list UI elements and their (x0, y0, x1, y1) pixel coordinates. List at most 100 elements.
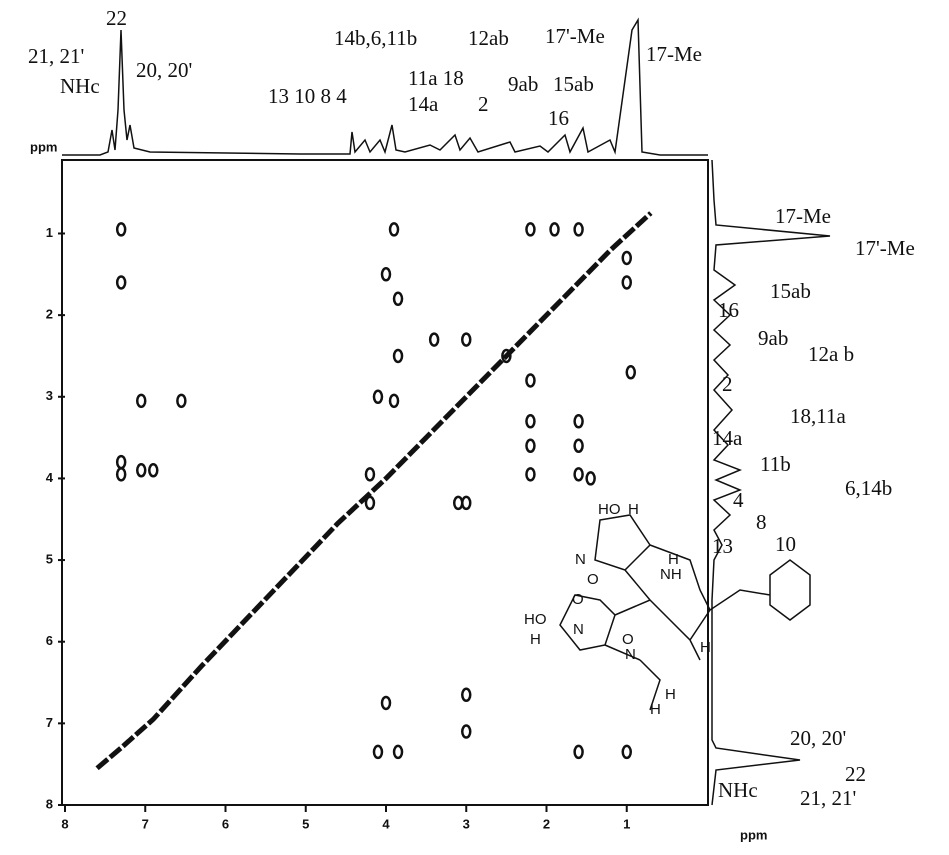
cross-peak (573, 414, 584, 429)
y-tick-label: 6 (46, 633, 53, 648)
peak-label: 21, 21' (28, 44, 84, 68)
peak-label: 15ab (770, 279, 811, 303)
structure-label: H (700, 639, 711, 656)
x-tick-label: 6 (222, 816, 229, 831)
peak-label: 20, 20' (136, 58, 192, 82)
peak-label: 17'-Me (855, 236, 915, 260)
x-tick-label: 8 (61, 816, 68, 831)
x-tick-label: 4 (382, 816, 390, 831)
y-tick-label: 4 (46, 470, 54, 485)
cross-peak (525, 222, 536, 237)
cross-peak (621, 250, 632, 266)
cross-peak (461, 687, 472, 703)
peak-label: 11b (760, 452, 791, 476)
structure-label: H (668, 551, 679, 568)
peak-label: 16 (548, 106, 569, 130)
peak-label: 13 (712, 534, 733, 558)
cross-peak (525, 373, 536, 388)
x-tick-label: 7 (142, 816, 149, 831)
peak-label: 9ab (758, 326, 788, 350)
y-tick-label: 1 (46, 225, 53, 240)
cross-peak (388, 393, 400, 409)
structure-label: N (575, 551, 586, 568)
cross-peak (525, 414, 536, 429)
cross-peak (573, 222, 584, 237)
peak-label: 14b,6,11b (334, 26, 417, 50)
structure-label: H (628, 501, 639, 518)
structure (559, 514, 811, 711)
cross-peak (573, 744, 584, 760)
structure-label: NH (660, 566, 682, 583)
cross-peak (392, 744, 404, 760)
structure-label: H (650, 701, 661, 718)
cross-peak (388, 222, 400, 237)
peak-label: 13 10 8 4 (268, 84, 347, 108)
peak-label: 22 (106, 6, 127, 30)
cross-peak (549, 222, 560, 237)
cross-peak (585, 471, 596, 486)
cross-peak (364, 495, 376, 511)
structure-label: HO (524, 611, 547, 628)
peak-label: 8 (756, 510, 767, 534)
peak-label: NHc (718, 778, 758, 802)
structure-label: H (665, 686, 676, 703)
cross-peak (501, 348, 512, 364)
peak-label: 14a (712, 426, 743, 450)
x-tick-label: 2 (543, 816, 550, 831)
structure-label: O (572, 591, 584, 608)
peak-label: 20, 20' (790, 726, 846, 750)
cross-peak (428, 332, 440, 347)
cross-peak (372, 744, 384, 760)
cross-peak (115, 222, 127, 237)
structure-label: O (587, 571, 599, 588)
y-axis-label: ppm (30, 139, 57, 154)
peak-label: 17-Me (646, 42, 702, 66)
cross-peak (461, 332, 472, 347)
peak-label: 17'-Me (545, 24, 605, 48)
cross-peak (392, 291, 404, 307)
cross-peak (392, 348, 404, 364)
cross-peak (573, 467, 584, 482)
cross-peak (372, 389, 384, 405)
peak-label: 12a b (808, 342, 854, 366)
peak-label: 14a (408, 92, 439, 116)
x-tick-label: 3 (463, 816, 470, 831)
cross-peak (115, 467, 127, 482)
peak-label: 2 (722, 372, 733, 396)
x-axis-label: ppm (740, 827, 767, 842)
peak-label: 16 (718, 298, 739, 322)
structure-label: HO (598, 501, 621, 518)
peak-label: 21, 21' (800, 786, 856, 810)
cross-peak (380, 695, 392, 711)
right-spectrum (711, 159, 831, 806)
peak-label: 10 (775, 532, 796, 556)
cross-peak (135, 393, 147, 409)
peak-label: 22 (845, 762, 866, 786)
peak-label: 2 (478, 92, 489, 116)
peak-label: 17-Me (775, 204, 831, 228)
cross-peak (364, 467, 376, 482)
x-tick-label: 1 (623, 816, 630, 831)
cross-peak (148, 463, 159, 478)
cross-peak (573, 438, 584, 454)
y-tick-label: 7 (46, 715, 53, 730)
peak-label: 12ab (468, 26, 509, 50)
top-spectrum (62, 17, 708, 156)
peak-label: 9ab (508, 72, 538, 96)
cross-peak (621, 275, 632, 290)
y-tick-label: 3 (46, 388, 53, 403)
structure-label: O (622, 631, 634, 648)
y-tick-label: 5 (46, 552, 53, 567)
peak-label: 18,11a (790, 404, 846, 428)
cross-peak (135, 463, 147, 478)
peak-label: 6,14b (845, 476, 892, 500)
cross-peak (380, 267, 392, 282)
y-tick-label: 8 (46, 796, 53, 811)
cross-peak (115, 454, 127, 470)
cross-peak (115, 275, 127, 290)
cross-peak (625, 365, 637, 380)
peak-label: 15ab (553, 72, 594, 96)
structure-label: N (625, 646, 636, 663)
peak-label: 11a 18 (408, 66, 464, 90)
